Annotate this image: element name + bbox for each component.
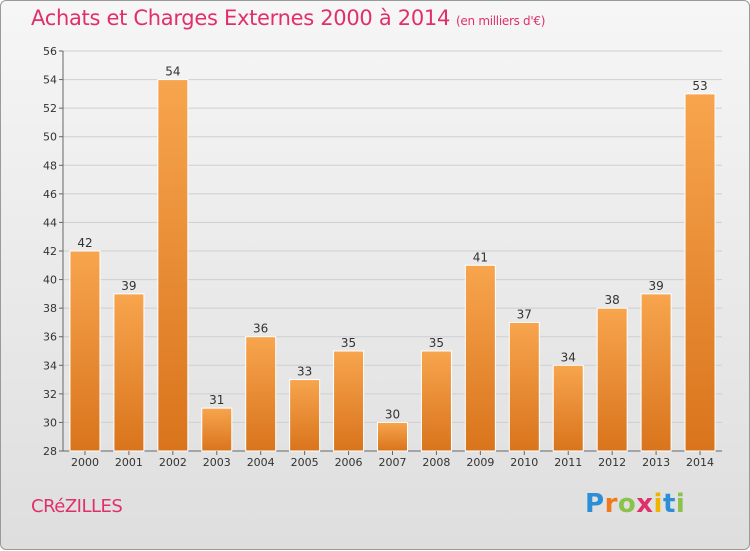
x-tick-label: 2001 [115,456,143,469]
title-text: Achats et Charges Externes 2000 à 2014 [31,6,451,30]
bar-2002 [157,79,189,452]
logo-letter: r [604,489,618,519]
x-tick-label: 2011 [554,456,582,469]
y-tick-label: 48 [43,159,57,172]
bar-2008 [420,350,452,452]
y-tick-label: 40 [43,274,57,287]
x-tick-label: 2010 [510,456,538,469]
x-tick-label: 2012 [598,456,626,469]
y-tick-label: 46 [43,188,57,201]
value-label: 41 [473,250,488,264]
unit-note: (en milliers d'€) [456,14,546,28]
value-label: 36 [253,322,268,336]
value-label: 31 [209,393,224,407]
x-tick-label: 2004 [247,456,275,469]
x-tick-label: 2007 [379,456,407,469]
bar-2007 [377,421,408,452]
x-tick-labels: 2000 2001 2002 2003 2004 2005 2006 2007 2008 2009… [71,451,714,469]
y-tick-label: 44 [43,216,57,229]
value-label: 35 [341,336,356,350]
y-tick-label: 28 [43,445,57,458]
y-tick-label: 54 [43,74,57,87]
bars [69,79,716,452]
y-tick-label: 38 [43,302,57,315]
logo-letter: t [662,489,676,519]
y-tick-labels: 28 30 32 34 36 38 40 42 44 46 48 50 52 54 56 [43,45,57,458]
y-tick-label: 36 [43,331,57,344]
value-label: 33 [297,365,312,379]
x-tick-label: 2013 [642,456,670,469]
y-tick-label: 50 [43,131,57,144]
x-tick-label: 2014 [686,456,714,469]
y-tick-label: 34 [43,359,57,372]
bar-2003 [201,407,233,452]
bar-2009 [464,264,496,452]
logo-letter: P [585,489,605,519]
bar-2000 [69,250,101,452]
x-tick-label: 2006 [335,456,363,469]
bar-2010 [508,321,540,452]
y-tick-label: 42 [43,245,57,258]
bar-2001 [113,293,145,452]
x-tick-label: 2008 [422,456,450,469]
bar-2012 [596,307,628,452]
y-tick-label: 30 [43,416,57,429]
bar-2005 [289,379,321,452]
logo-letter: i [653,489,663,519]
value-label: 38 [605,293,620,307]
value-label: 39 [648,279,663,293]
y-tick-label: 56 [43,45,57,58]
x-tick-label: 2002 [159,456,187,469]
bar-2014 [684,93,716,452]
value-label: 37 [517,307,532,321]
x-tick-label: 2000 [71,456,99,469]
chart-title: Achats et Charges Externes 2000 à 2014 (e… [31,6,545,30]
proxiti-logo: Proxiti [585,489,685,519]
y-tick-label: 52 [43,102,57,115]
value-label: 35 [429,336,444,350]
x-tick-label: 2005 [291,456,319,469]
commune-name: CRéZILLES [31,496,123,517]
bar-2006 [333,350,365,452]
bar-2004 [245,336,277,452]
logo-letter: o [617,489,637,519]
y-tick-label: 32 [43,388,57,401]
value-label: 42 [77,236,92,250]
logo-letter: i [675,489,686,519]
x-tick-label: 2009 [466,456,494,469]
value-label: 54 [165,65,180,79]
bar-2013 [640,293,672,452]
x-tick-label: 2003 [203,456,231,469]
bar-2011 [552,364,584,452]
value-labels: 42 39 54 31 36 33 35 30 35 41 37 34 38 39 53 [77,65,707,422]
value-label: 53 [692,79,707,93]
value-label: 30 [385,407,400,421]
logo-letter: x [636,489,654,519]
value-label: 34 [561,350,576,364]
value-label: 39 [121,279,136,293]
